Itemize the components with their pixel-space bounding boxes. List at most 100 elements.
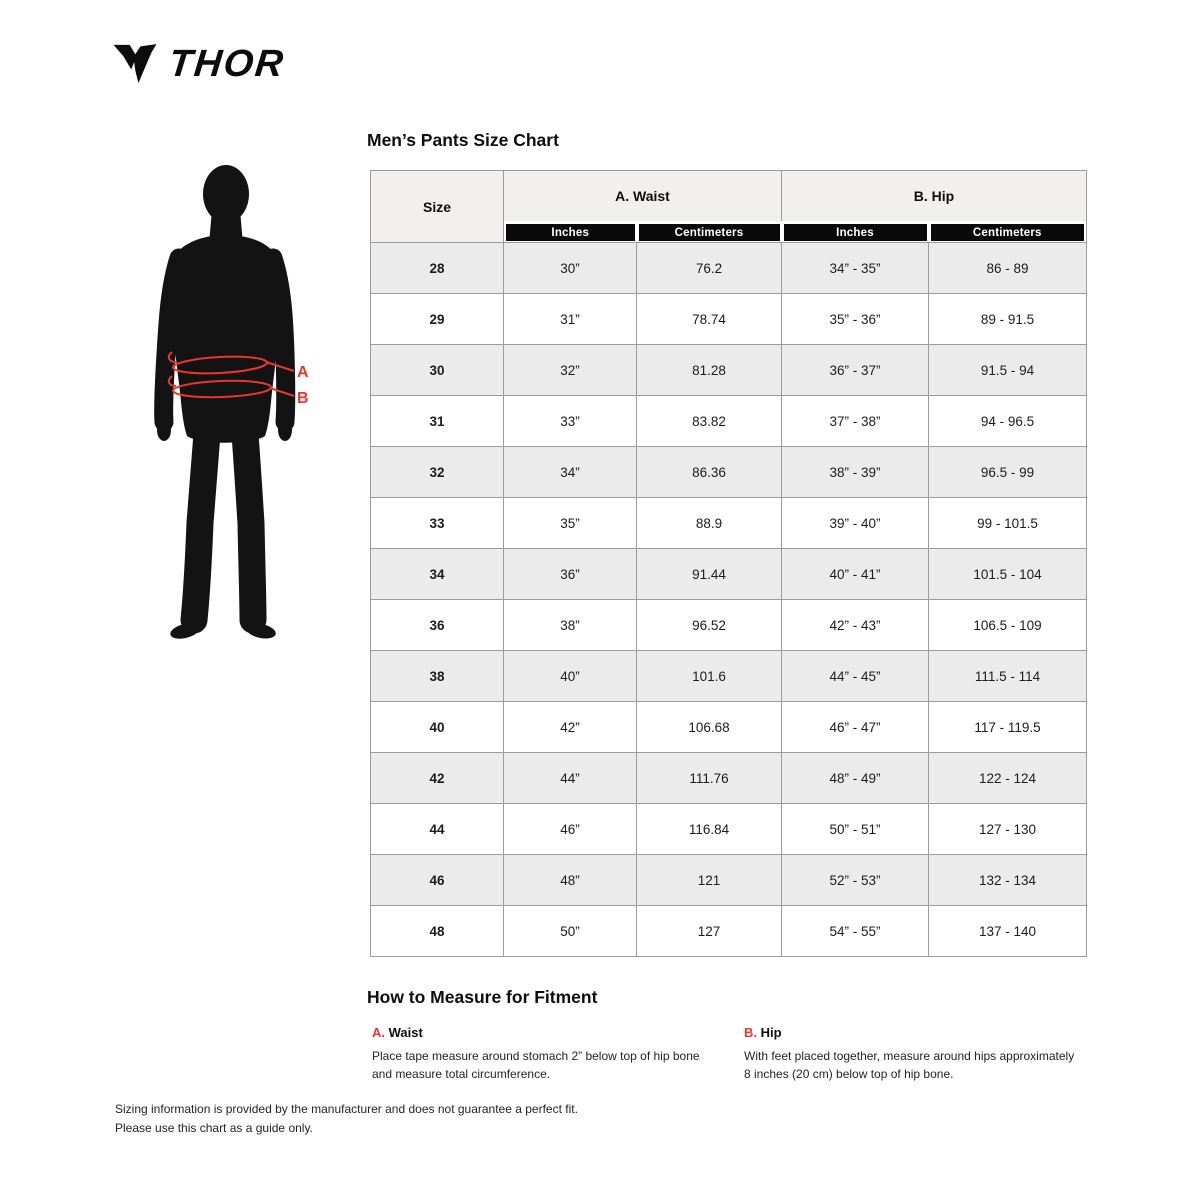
value-cell: 50” - 51”: [781, 803, 929, 855]
table-row: 36 38” 96.52 42” - 43” 106.5 - 109: [370, 599, 1088, 651]
hip-label: Hip: [760, 1025, 782, 1040]
value-cell: 94 - 96.5: [927, 395, 1088, 447]
value-cell: 106.5 - 109: [927, 599, 1088, 651]
waist-pointer-line: [265, 361, 295, 372]
table-row: 44 46” 116.84 50” - 51” 127 - 130: [370, 803, 1088, 855]
value-cell: 111.5 - 114: [927, 650, 1088, 702]
value-cell: 30”: [503, 242, 637, 294]
hip-pointer-line: [269, 387, 295, 397]
value-cell: 36”: [503, 548, 637, 600]
value-cell: 32”: [503, 344, 637, 396]
size-cell: 48: [370, 905, 504, 957]
table-row: 31 33” 83.82 37” - 38” 94 - 96.5: [370, 395, 1088, 447]
size-cell: 44: [370, 803, 504, 855]
size-cell: 32: [370, 446, 504, 498]
value-cell: 101.6: [636, 650, 782, 702]
size-cell: 40: [370, 701, 504, 753]
value-cell: 38” - 39”: [781, 446, 929, 498]
size-cell: 33: [370, 497, 504, 549]
table-row: 46 48” 121 52” - 53” 132 - 134: [370, 854, 1088, 906]
value-cell: 86.36: [636, 446, 782, 498]
size-cell: 38: [370, 650, 504, 702]
value-cell: 127: [636, 905, 782, 957]
waist-subheading: A. Waist: [372, 1023, 722, 1043]
value-cell: 96.5 - 99: [927, 446, 1088, 498]
value-cell: 40” - 41”: [781, 548, 929, 600]
hip-description: With feet placed together, measure aroun…: [744, 1048, 1075, 1081]
value-cell: 99 - 101.5: [927, 497, 1088, 549]
value-cell: 36” - 37”: [781, 344, 929, 396]
waist-label: Waist: [388, 1025, 423, 1040]
value-cell: 88.9: [636, 497, 782, 549]
size-cell: 34: [370, 548, 504, 600]
measurement-annotations: [167, 351, 295, 399]
table-row: 48 50” 127 54” - 55” 137 - 140: [370, 905, 1088, 957]
column-header-size: Size: [370, 170, 504, 243]
value-cell: 117 - 119.5: [927, 701, 1088, 753]
hip-instructions: B. Hip With feet placed together, measur…: [744, 1023, 1084, 1083]
subheader-waist-inches: Inches: [506, 224, 635, 241]
body-measurement-figure: A B: [154, 165, 309, 639]
mens-pants-size-table: Size A. Waist B. Hip Inches Centimeters …: [370, 170, 1088, 957]
table-row: 29 31” 78.74 35” - 36” 89 - 91.5: [370, 293, 1088, 345]
value-cell: 39” - 40”: [781, 497, 929, 549]
value-cell: 137 - 140: [927, 905, 1088, 957]
disclaimer-line-1: Sizing information is provided by the ma…: [115, 1102, 578, 1116]
waist-letter: A.: [372, 1025, 385, 1040]
value-cell: 78.74: [636, 293, 782, 345]
value-cell: 122 - 124: [927, 752, 1088, 804]
value-cell: 101.5 - 104: [927, 548, 1088, 600]
disclaimer: Sizing information is provided by the ma…: [115, 1100, 578, 1137]
value-cell: 86 - 89: [927, 242, 1088, 294]
value-cell: 31”: [503, 293, 637, 345]
value-cell: 40”: [503, 650, 637, 702]
value-cell: 121: [636, 854, 782, 906]
value-cell: 132 - 134: [927, 854, 1088, 906]
size-cell: 31: [370, 395, 504, 447]
table-row: 32 34” 86.36 38” - 39” 96.5 - 99: [370, 446, 1088, 498]
hip-letter: B.: [744, 1025, 757, 1040]
value-cell: 83.82: [636, 395, 782, 447]
disclaimer-line-2: Please use this chart as a guide only.: [115, 1120, 313, 1135]
value-cell: 35”: [503, 497, 637, 549]
column-header-waist: A. Waist: [503, 170, 782, 221]
value-cell: 34”: [503, 446, 637, 498]
value-cell: 35” - 36”: [781, 293, 929, 345]
value-cell: 89 - 91.5: [927, 293, 1088, 345]
value-cell: 46”: [503, 803, 637, 855]
size-cell: 28: [370, 242, 504, 294]
value-cell: 91.44: [636, 548, 782, 600]
value-cell: 38”: [503, 599, 637, 651]
value-cell: 42” - 43”: [781, 599, 929, 651]
subheader-hip-inches: Inches: [783, 224, 927, 241]
subheader-waist-centimeters: Centimeters: [638, 224, 780, 241]
table-row: 40 42” 106.68 46” - 47” 117 - 119.5: [370, 701, 1088, 753]
value-cell: 96.52: [636, 599, 782, 651]
size-cell: 46: [370, 854, 504, 906]
label-a: A: [297, 364, 309, 381]
value-cell: 34” - 35”: [781, 242, 929, 294]
value-cell: 44”: [503, 752, 637, 804]
size-cell: 29: [370, 293, 504, 345]
table-row: 34 36” 91.44 40” - 41” 101.5 - 104: [370, 548, 1088, 600]
value-cell: 42”: [503, 701, 637, 753]
size-cell: 42: [370, 752, 504, 804]
table-row: 38 40” 101.6 44” - 45” 111.5 - 114: [370, 650, 1088, 702]
value-cell: 54” - 55”: [781, 905, 929, 957]
table-row: 30 32” 81.28 36” - 37” 91.5 - 94: [370, 344, 1088, 396]
page-title: Men’s Pants Size Chart: [367, 130, 559, 150]
value-cell: 48” - 49”: [781, 752, 929, 804]
value-cell: 81.28: [636, 344, 782, 396]
table-row: 28 30” 76.2 34” - 35” 86 - 89: [370, 242, 1088, 294]
value-cell: 91.5 - 94: [927, 344, 1088, 396]
subheader-hip-centimeters: Centimeters: [930, 224, 1085, 241]
value-cell: 37” - 38”: [781, 395, 929, 447]
value-cell: 52” - 53”: [781, 854, 929, 906]
table-row: 33 35” 88.9 39” - 40” 99 - 101.5: [370, 497, 1088, 549]
size-cell: 36: [370, 599, 504, 651]
howto-heading: How to Measure for Fitment: [367, 987, 598, 1007]
figure-silhouette: [154, 165, 296, 639]
thor-horns-icon: [113, 44, 157, 84]
value-cell: 44” - 45”: [781, 650, 929, 702]
